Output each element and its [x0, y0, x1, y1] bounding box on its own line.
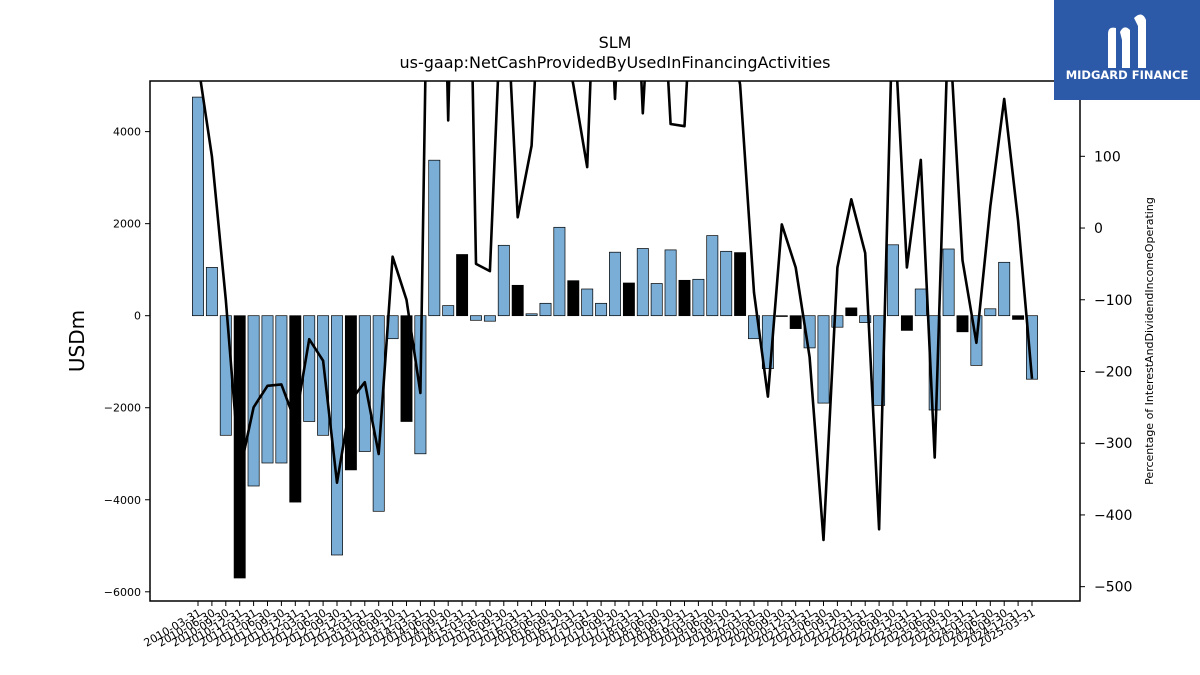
y2-tick-label: 100 — [1094, 149, 1121, 165]
bar-2019-12-31 — [734, 252, 747, 316]
y-tick-label: −4000 — [104, 494, 141, 507]
midgard-finance-logo: MIDGARD FINANCE — [1054, 0, 1200, 100]
bar-2019-06-30 — [706, 235, 719, 317]
bar-2017-03-31 — [581, 288, 594, 317]
y-tick-label: 0 — [134, 310, 141, 323]
bar-2022-09-30 — [887, 244, 899, 317]
line-layer — [199, 81, 1034, 542]
bar-2019-09-30 — [720, 250, 733, 317]
y2-tick-label: −500 — [1094, 580, 1132, 596]
bar-2021-09-30 — [831, 315, 844, 328]
y-axis-left: −6000 −4000 −2000 0 2000 4000 — [104, 126, 150, 599]
bar-2016-06-30 — [539, 302, 552, 317]
y2-tick-label: 0 — [1094, 221, 1103, 237]
y-tick-label: −2000 — [104, 402, 141, 415]
bar-2012-12-31 — [344, 315, 357, 471]
bar-2024-12-31 — [1012, 315, 1025, 320]
y-tick-label: 2000 — [113, 218, 141, 231]
bar-2011-06-30 — [261, 315, 274, 464]
y2-axis-label: Percentage of InterestAndDividendIncomeO… — [1143, 197, 1156, 485]
bar-2010-06-30 — [205, 267, 218, 317]
bars-layer — [192, 96, 1038, 579]
bar-2017-06-30 — [595, 302, 608, 317]
logo-text: MIDGARD FINANCE — [1065, 68, 1189, 82]
bar-2015-12-31 — [511, 284, 524, 317]
bar-2021-06-30 — [817, 315, 830, 404]
bar-2010-03-31 — [192, 96, 204, 317]
bar-2012-09-30 — [331, 315, 343, 556]
bar-2022-03-31 — [859, 315, 872, 323]
chart-subtitle: us-gaap:NetCashProvidedByUsedInFinancing… — [399, 53, 830, 72]
bar-2021-12-31 — [845, 307, 858, 317]
bar-2015-03-31 — [470, 315, 482, 321]
y-tick-label: −6000 — [104, 586, 141, 599]
y2-tick-label: −200 — [1094, 364, 1132, 380]
bar-2013-12-31 — [400, 315, 413, 422]
bar-2020-12-31 — [789, 315, 802, 329]
bar-2015-06-30 — [483, 315, 496, 322]
bar-2014-09-30 — [442, 305, 455, 317]
x-axis: 2010-03-312010-06-302010-09-302010-12-31… — [142, 601, 1038, 650]
bar-2017-12-31 — [622, 282, 635, 317]
y-tick-label: 4000 — [113, 126, 141, 139]
bar-2016-09-30 — [553, 226, 566, 317]
bar-2024-06-30 — [984, 308, 997, 317]
bar-2023-12-31 — [956, 315, 969, 333]
bar-2012-06-30 — [317, 315, 330, 436]
bar-2023-09-30 — [942, 248, 955, 317]
bar-2017-09-30 — [609, 251, 621, 317]
bar-2018-12-31 — [678, 279, 691, 317]
logo-mark-icon — [1108, 14, 1146, 69]
y-axis-right: −500 −400 −300 −200 −100 0 100 — [1080, 149, 1132, 596]
series-line — [199, 81, 1034, 542]
chart-title: SLM — [599, 33, 632, 52]
bar-2023-03-31 — [914, 288, 927, 317]
bar-2016-12-31 — [567, 280, 580, 317]
bar-2014-06-30 — [428, 159, 441, 317]
bar-2018-09-30 — [664, 249, 677, 317]
bar-2019-03-31 — [692, 278, 705, 317]
bar-2018-03-31 — [636, 248, 649, 317]
bar-2010-12-31 — [233, 315, 246, 579]
bar-2025-03-31 — [1026, 315, 1038, 380]
bar-2013-06-30 — [372, 315, 385, 512]
y2-tick-label: −300 — [1094, 436, 1132, 452]
y-axis-label: USDm — [65, 310, 89, 372]
bar-2015-09-30 — [497, 244, 510, 317]
y2-tick-label: −100 — [1094, 293, 1132, 309]
bar-2022-12-31 — [900, 315, 913, 331]
bar-2020-09-30 — [775, 315, 788, 317]
y2-tick-label: −400 — [1094, 508, 1132, 524]
bar-2018-06-30 — [650, 283, 663, 317]
bar-2014-12-31 — [456, 254, 469, 317]
bar-2011-09-30 — [275, 315, 288, 464]
bar-2021-03-31 — [803, 315, 816, 349]
bar-2024-09-30 — [998, 261, 1011, 317]
bar-2016-03-31 — [525, 313, 538, 316]
